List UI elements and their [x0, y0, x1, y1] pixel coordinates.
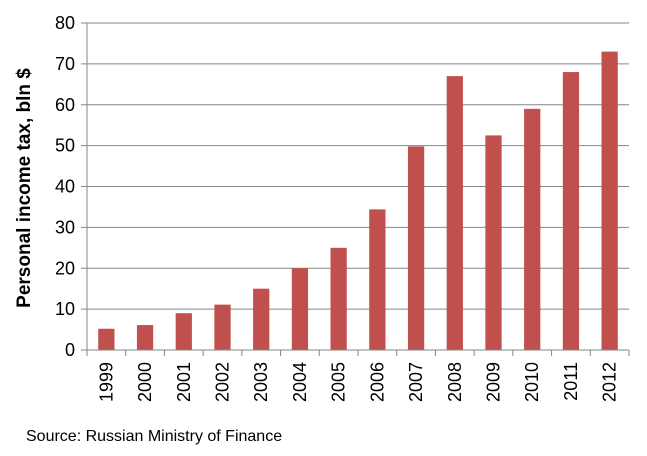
bars	[98, 51, 618, 351]
y-tick-labels: 0 10 20 30 40 50 60 70 80	[55, 13, 75, 360]
bar	[175, 313, 192, 350]
bar	[291, 268, 309, 350]
x-tick-label: 1999	[96, 362, 116, 402]
y-tick-label: 50	[55, 136, 75, 156]
bar	[369, 209, 386, 350]
y-tick-label: 80	[55, 13, 75, 33]
x-tick-label: 2004	[290, 362, 310, 402]
x-tick-label: 2006	[367, 362, 387, 402]
y-tick-label: 70	[55, 54, 75, 74]
axes	[81, 22, 630, 356]
bar	[524, 108, 541, 351]
bar	[214, 304, 231, 350]
x-tick-label: 2001	[174, 362, 194, 402]
y-tick-label: 10	[55, 299, 75, 319]
bar	[407, 146, 425, 350]
x-tick-label: 2012	[600, 362, 620, 402]
bar	[485, 135, 502, 350]
x-tick-label: 2008	[445, 362, 465, 402]
x-tick-label: 2003	[251, 362, 271, 402]
bar-chart: Personal income tax, bln $ 0 10 20 30 40 50 60…	[14, 13, 630, 402]
y-tick-label: 60	[55, 95, 75, 115]
x-tick-label: 2009	[484, 362, 504, 402]
y-tick-label: 30	[55, 217, 75, 237]
bar	[562, 72, 580, 351]
x-tick-label: 2002	[213, 362, 233, 402]
x-tick-labels: 1999 2000 2001 2002 2003 2004 2005 2006 2007 2008…	[96, 362, 619, 402]
bar	[253, 288, 270, 350]
x-tick-label: 2000	[135, 362, 155, 402]
y-tick-label: 0	[65, 340, 75, 360]
y-tick-label: 40	[55, 177, 75, 197]
y-tick-label: 20	[55, 258, 75, 278]
x-tick-label: 2011	[561, 362, 581, 401]
bar	[136, 325, 154, 350]
gridlines	[87, 22, 629, 310]
bar	[446, 76, 463, 350]
y-axis-title: Personal income tax, bln $	[14, 68, 35, 308]
x-tick-label: 2005	[329, 362, 349, 402]
bar	[98, 328, 115, 350]
x-tick-label: 2010	[522, 362, 542, 402]
bar	[330, 247, 347, 350]
bar	[601, 51, 618, 351]
source-note: Source: Russian Ministry of Finance	[26, 428, 283, 445]
x-tick-label: 2007	[406, 362, 426, 402]
